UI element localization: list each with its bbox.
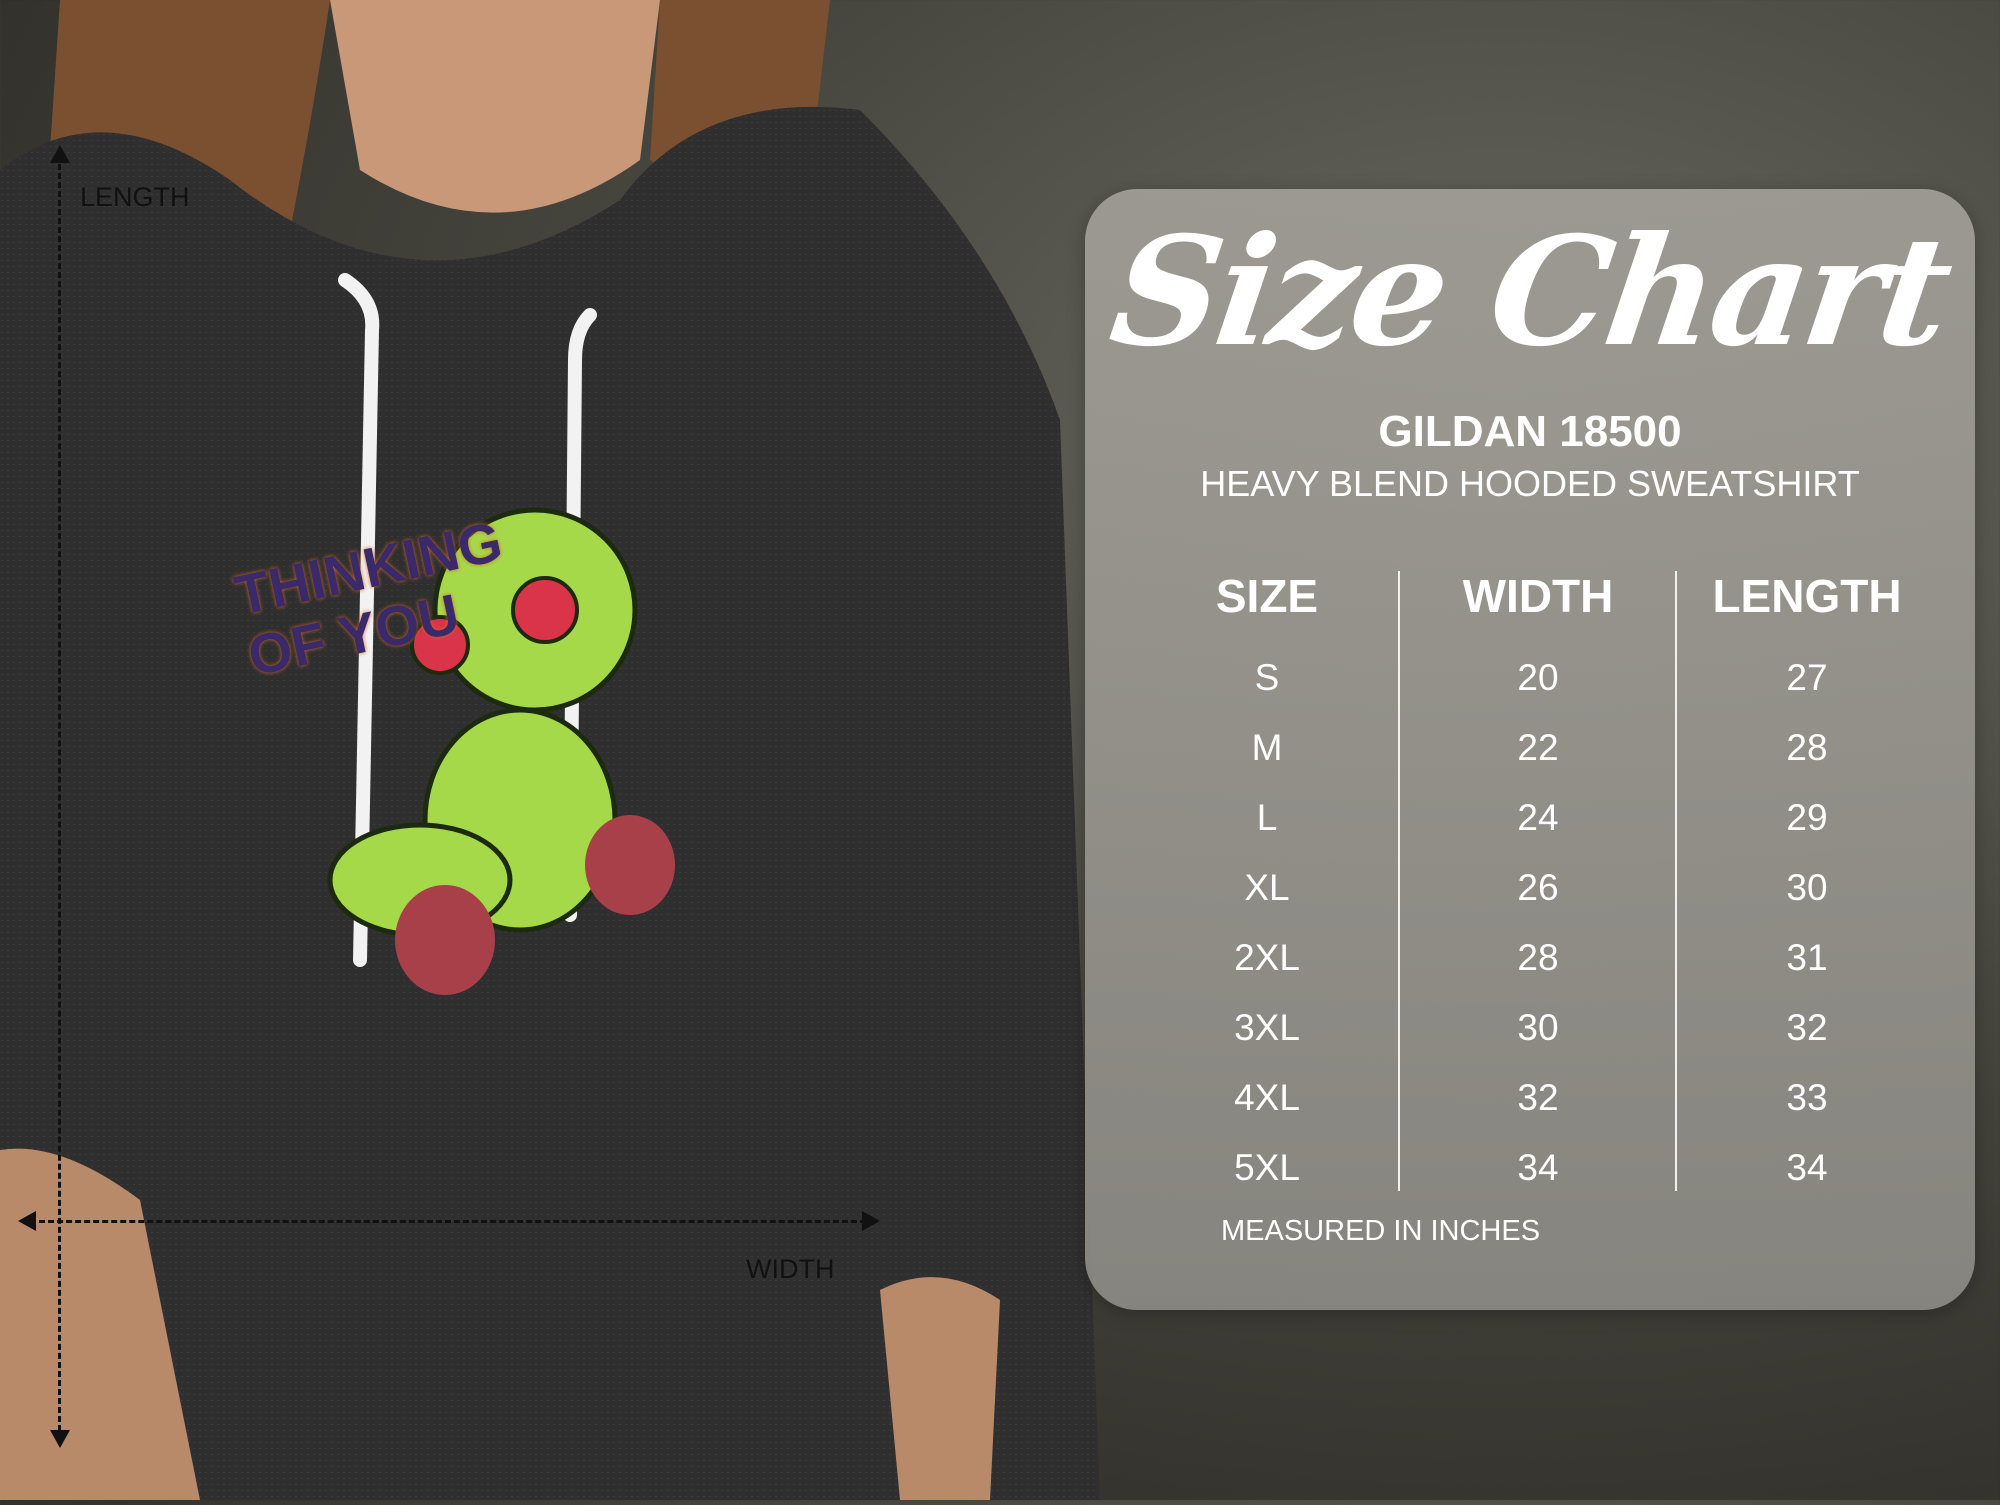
brand-model: GILDAN 18500: [1378, 407, 1682, 456]
voodoo-doll-graphic: [327, 507, 675, 995]
table-cell-size: 4XL: [1234, 1077, 1300, 1118]
product-photo: THINKING OF YOU LENGTH WIDTH: [0, 0, 1100, 1500]
column-divider: [1398, 571, 1400, 1191]
table-cell-length: 30: [1786, 867, 1828, 908]
size-chart-title: Size Chart: [1101, 204, 1959, 380]
table-cell-length: 32: [1786, 1007, 1828, 1048]
table-cell-width: 26: [1517, 867, 1559, 908]
table-cell-width: 22: [1517, 727, 1559, 768]
width-measure-line: [30, 1220, 875, 1223]
length-measure-line: [58, 155, 61, 1440]
column-divider: [1675, 571, 1677, 1191]
length-arrow-down-icon: [50, 1430, 70, 1448]
table-cell-size: 3XL: [1234, 1007, 1300, 1048]
table-cell-size: XL: [1244, 867, 1290, 908]
width-label: WIDTH: [746, 1254, 835, 1284]
length-label: LENGTH: [80, 182, 190, 212]
column-header-width: WIDTH: [1462, 570, 1614, 622]
table-cell-width: 30: [1517, 1007, 1559, 1048]
table-cell-size: L: [1256, 797, 1278, 838]
table-cell-length: 33: [1786, 1077, 1828, 1118]
units-footnote: MEASURED IN INCHES: [1221, 1215, 1541, 1247]
table-cell-size: 2XL: [1234, 937, 1300, 978]
table-cell-length: 27: [1786, 657, 1828, 698]
table-cell-size: 5XL: [1234, 1147, 1300, 1188]
length-arrow-up-icon: [50, 145, 70, 163]
product-name: HEAVY BLEND HOODED SWEATSHIRT: [1200, 463, 1860, 504]
size-chart-panel: Size Chart GILDAN 18500 HEAVY BLEND HOOD…: [1085, 189, 1975, 1310]
table-cell-length: 31: [1786, 937, 1828, 978]
table-cell-size: S: [1254, 657, 1280, 698]
table-cell-length: 34: [1786, 1147, 1828, 1188]
table-cell-width: 28: [1517, 937, 1559, 978]
column-header-size: SIZE: [1215, 570, 1319, 622]
width-arrow-left-icon: [18, 1211, 36, 1231]
table-cell-width: 24: [1517, 797, 1559, 838]
table-cell-width: 20: [1517, 657, 1559, 698]
column-header-length: LENGTH: [1712, 570, 1902, 622]
hoodie-model-image: [0, 0, 1100, 1500]
width-arrow-right-icon: [862, 1211, 880, 1231]
table-cell-width: 32: [1517, 1077, 1559, 1118]
table-cell-length: 28: [1786, 727, 1828, 768]
table-cell-width: 34: [1517, 1147, 1559, 1188]
table-cell-length: 29: [1786, 797, 1828, 838]
table-cell-size: M: [1251, 727, 1283, 768]
